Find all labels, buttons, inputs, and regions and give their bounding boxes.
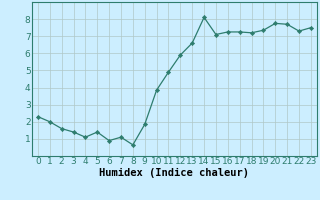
X-axis label: Humidex (Indice chaleur): Humidex (Indice chaleur): [100, 168, 249, 178]
